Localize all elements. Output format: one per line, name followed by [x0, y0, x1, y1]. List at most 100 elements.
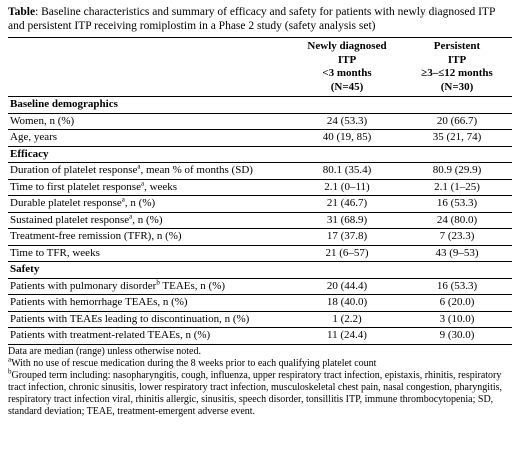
value-persistent: 43 (9–53)	[402, 245, 512, 262]
table-row: Patients with hemorrhage TEAEs, n (%) 18 …	[8, 294, 512, 312]
row-label-text: Women, n (%)	[10, 114, 75, 127]
table-header-row: Newly diagnosed ITP <3 months (N=45) Per…	[8, 37, 512, 97]
footnote-a: aWith no use of rescue medication during…	[8, 355, 512, 370]
section-title: Efficacy	[8, 145, 512, 163]
header-line: ITP	[337, 53, 357, 66]
section-title: Safety	[8, 261, 512, 279]
header-line: Persistent	[433, 40, 481, 52]
table-row: Age, years 40 (19, 85) 35 (21, 74)	[8, 129, 512, 147]
header-line: ≥3–≤12 months	[421, 67, 493, 79]
value-newly-diagnosed: 31 (68.9)	[292, 212, 402, 229]
value-newly-diagnosed: 21 (46.7)	[292, 195, 402, 213]
value-persistent: 2.1 (1–25)	[402, 179, 512, 196]
row-label: Duration of platelet responsea, mean % o…	[8, 162, 292, 180]
footnote-marker: a	[137, 162, 141, 171]
table-row: Time to TFR, weeks 21 (6–57) 43 (9–53)	[8, 245, 512, 262]
caption-text: : Baseline characteristics and summary o…	[8, 6, 495, 32]
row-label-text: Treatment-free remission (TFR), n (%)	[10, 230, 182, 242]
table-row: Patients with TEAEs leading to discontin…	[8, 311, 512, 328]
value-newly-diagnosed: 40 (19, 85)	[292, 129, 402, 147]
table-body: Baseline demographics Women, n (%) 24 (53.…	[8, 96, 512, 345]
row-label-text: Durable platelet response	[10, 197, 122, 209]
row-label-text: Duration of platelet response	[10, 164, 138, 176]
section-header-row: Safety	[8, 261, 512, 279]
value-persistent: 9 (30.0)	[402, 327, 512, 345]
value-newly-diagnosed: 17 (37.8)	[292, 228, 402, 246]
value-persistent: 24 (80.0)	[402, 212, 512, 229]
value-newly-diagnosed: 18 (40.0)	[292, 294, 402, 312]
table-row: Treatment-free remission (TFR), n (%) 17 …	[8, 228, 512, 246]
footnote-marker: a	[140, 178, 145, 187]
row-label: Patients with treatment-related TEAEs, n…	[8, 327, 292, 345]
footnote-marker: a	[129, 211, 133, 220]
row-label-text: Patients with treatment-related TEAEs, n…	[10, 329, 211, 341]
row-label-text: , mean % of months (SD)	[140, 164, 253, 176]
row-label-text: , n (%)	[132, 213, 163, 226]
header-blank	[8, 38, 292, 97]
table-row: Women, n (%) 24 (53.3) 20 (66.7)	[8, 113, 512, 130]
row-label-text: Sustained platelet response	[10, 213, 130, 226]
table-caption: Table: Baseline characteristics and summ…	[8, 5, 512, 33]
header-line: (N=30)	[440, 80, 474, 93]
table-row: Duration of platelet responsea, mean % o…	[8, 162, 512, 180]
value-persistent: 7 (23.3)	[402, 228, 512, 246]
section-header-row: Efficacy	[8, 145, 512, 163]
table-row: Patients with pulmonary disorderb TEAEs,…	[8, 278, 512, 295]
value-persistent: 80.9 (29.9)	[402, 162, 512, 180]
value-persistent: 20 (66.7)	[402, 113, 512, 130]
footnote-median: Data are median (range) unless otherwise…	[8, 345, 201, 357]
value-persistent: 6 (20.0)	[402, 294, 512, 312]
table-row: Time to first platelet responsea, weeks 2…	[8, 179, 512, 196]
row-label-text: , weeks	[144, 180, 178, 193]
results-table: Newly diagnosed ITP <3 months (N=45) Per…	[8, 37, 512, 345]
footnote-b: bGrouped term including: nasopharyngitis…	[8, 367, 512, 418]
row-label: Treatment-free remission (TFR), n (%)	[8, 228, 292, 246]
header-line: (N=45)	[330, 80, 364, 93]
value-newly-diagnosed: 1 (2.2)	[292, 311, 402, 328]
footnotes: Data are median (range) unless otherwise…	[8, 346, 512, 418]
row-label: Sustained platelet responsea, n (%)	[8, 212, 292, 229]
row-label-text: Patients with TEAEs leading to discontin…	[10, 312, 250, 325]
value-persistent: 35 (21, 74)	[402, 129, 512, 147]
table-row: Patients with treatment-related TEAEs, n…	[8, 327, 512, 345]
row-label-text: Time to first platelet response	[10, 180, 141, 193]
value-newly-diagnosed: 2.1 (0–11)	[292, 179, 402, 196]
value-newly-diagnosed: 11 (24.4)	[292, 327, 402, 345]
section-header-row: Baseline demographics	[8, 96, 512, 114]
row-label: Patients with pulmonary disorderb TEAEs,…	[8, 278, 292, 295]
value-persistent: 16 (53.3)	[402, 195, 512, 213]
value-newly-diagnosed: 24 (53.3)	[292, 113, 402, 130]
row-label-text: Age, years	[10, 131, 58, 143]
header-line: Newly diagnosed	[307, 40, 387, 52]
row-label: Age, years	[8, 129, 292, 147]
footnote-marker: a	[121, 195, 125, 204]
footnote-marker: b	[8, 367, 12, 376]
header-persistent: Persistent ITP ≥3–≤12 months (N=30)	[402, 38, 512, 97]
row-label-text: Time to TFR, weeks	[10, 246, 100, 259]
row-label-text: , n (%)	[124, 197, 156, 209]
table-row: Sustained platelet responsea, n (%) 31 (6…	[8, 212, 512, 229]
value-newly-diagnosed: 21 (6–57)	[292, 245, 402, 262]
value-persistent: 3 (10.0)	[402, 311, 512, 328]
row-label: Durable platelet responsea, n (%)	[8, 195, 292, 213]
footnote-marker: b	[156, 277, 160, 286]
value-persistent: 16 (53.3)	[402, 278, 512, 295]
value-newly-diagnosed: 20 (44.4)	[292, 278, 402, 295]
section-title: Baseline demographics	[8, 96, 512, 114]
footnote-marker: a	[8, 355, 12, 364]
header-line: <3 months	[322, 67, 372, 79]
header-line: ITP	[447, 53, 467, 66]
row-label-text: Patients with pulmonary disorder	[10, 279, 157, 292]
header-newly-diagnosed: Newly diagnosed ITP <3 months (N=45)	[292, 38, 402, 97]
row-label: Women, n (%)	[8, 113, 292, 130]
footnote-text: Grouped term including: nasopharyngitis,…	[8, 369, 503, 417]
row-label: Time to TFR, weeks	[8, 245, 292, 262]
caption-label: Table	[8, 6, 36, 18]
row-label-text: TEAEs, n (%)	[159, 279, 226, 292]
value-newly-diagnosed: 80.1 (35.4)	[292, 162, 402, 180]
row-label: Patients with TEAEs leading to discontin…	[8, 311, 292, 328]
row-label-text: Patients with hemorrhage TEAEs, n (%)	[10, 296, 188, 308]
footnote-text: With no use of rescue medication during …	[11, 357, 377, 369]
row-label: Patients with hemorrhage TEAEs, n (%)	[8, 294, 292, 312]
table-row: Durable platelet responsea, n (%) 21 (46.…	[8, 195, 512, 213]
